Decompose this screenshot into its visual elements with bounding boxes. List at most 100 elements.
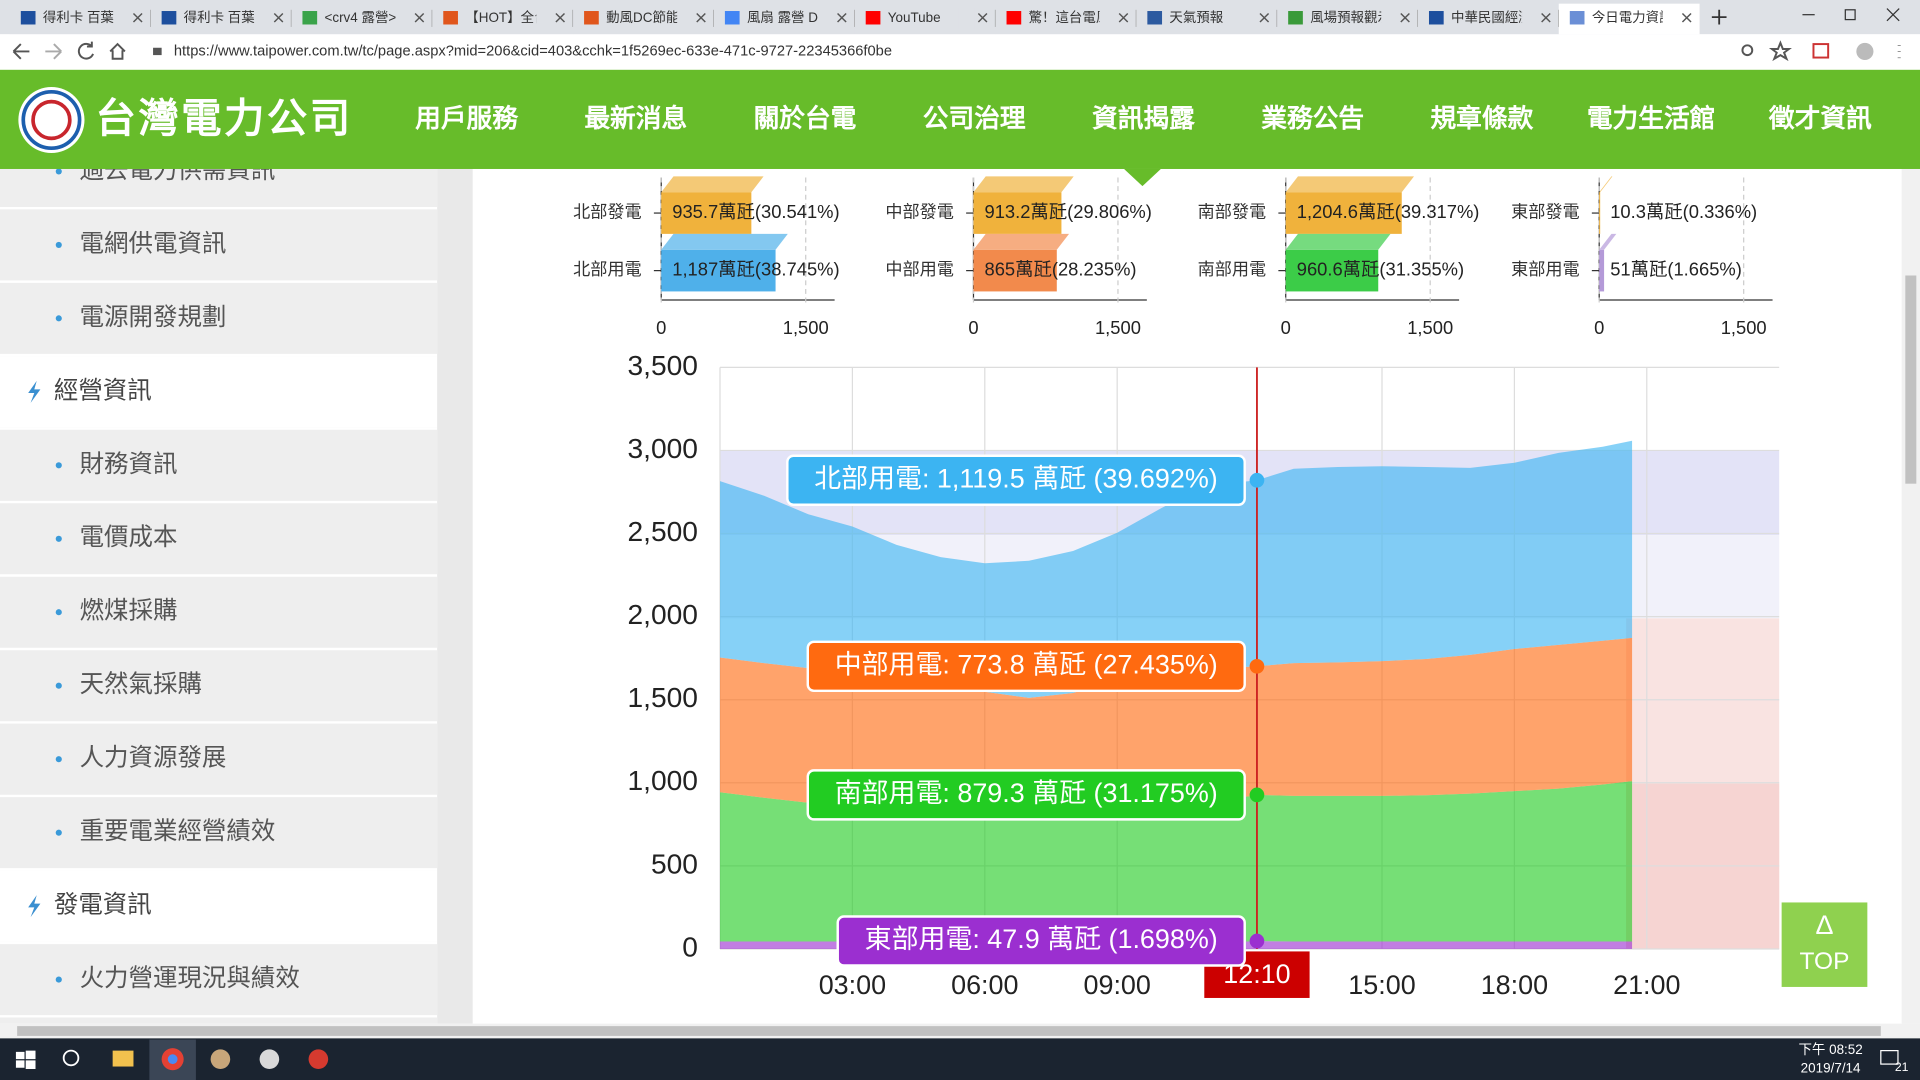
x-tick-label: 0 <box>968 317 978 338</box>
value-label: 1,204.6萬瓩(39.317%) <box>1297 201 1480 222</box>
toolbar-icons[interactable] <box>12 40 1901 62</box>
forward[interactable] <box>45 43 62 60</box>
sidebar-item[interactable]: 重要電業經營績效 <box>80 817 276 845</box>
tab-title: 得利卡 百葉窗 <box>184 9 268 25</box>
x-tick-label: 0 <box>656 317 666 338</box>
tab-close[interactable] <box>1259 12 1270 23</box>
tab-favicon <box>724 11 740 25</box>
nav-item[interactable]: 公司治理 <box>923 104 1026 133</box>
sidebar-item[interactable]: 電源開發規劃 <box>80 303 227 331</box>
tab-title-clip <box>817 7 834 30</box>
bullet <box>55 315 62 322</box>
explorer[interactable] <box>112 1050 134 1067</box>
nav-item[interactable]: 關於台電 <box>754 103 857 133</box>
nav-item[interactable]: 資訊揭露 <box>1092 103 1195 133</box>
tab-favicon <box>1569 11 1585 25</box>
tooltip: 東部用電: 47.9 萬瓩 (1.698%) <box>865 924 1218 954</box>
profile[interactable] <box>1856 42 1874 60</box>
nav-item[interactable]: 徵才資訊 <box>1768 103 1872 133</box>
tab-close[interactable] <box>977 12 988 23</box>
bar <box>973 192 1062 234</box>
tab-title: 今日電力資訊 <box>1592 10 1673 25</box>
top-button[interactable]: Δ TOP <box>1781 902 1868 987</box>
marker <box>1249 472 1265 488</box>
nav-item[interactable]: 用戶服務 <box>415 104 519 133</box>
tab-close[interactable] <box>1541 12 1551 23</box>
bolt-icon <box>28 895 41 918</box>
lock <box>153 47 162 56</box>
app[interactable] <box>210 1049 231 1069</box>
bullet <box>55 829 62 836</box>
tab-close[interactable] <box>1400 12 1410 23</box>
start[interactable] <box>15 1050 36 1069</box>
chrome[interactable] <box>167 1054 178 1065</box>
star[interactable] <box>1768 40 1792 62</box>
extension[interactable] <box>1812 43 1830 59</box>
x-tick-label: 03:00 <box>819 970 886 1000</box>
x-tick-label: 18:00 <box>1481 970 1548 1000</box>
nav-item[interactable]: 電力生活館 <box>1587 103 1716 133</box>
restore[interactable] <box>1844 9 1856 21</box>
tab-favicon <box>865 11 881 25</box>
tab-close[interactable] <box>1118 12 1129 23</box>
app[interactable] <box>308 1049 329 1069</box>
top-arrow[interactable]: Δ <box>1815 910 1833 940</box>
url[interactable]: https://www.taipower.com.tw/tc/page.aspx… <box>174 43 892 59</box>
category-label: 中部發電 <box>885 202 954 222</box>
sidebar-item[interactable]: 電價成本 <box>80 523 178 551</box>
tab-favicon <box>584 11 599 25</box>
bar <box>661 249 776 292</box>
nav-item[interactable]: 最新消息 <box>584 103 687 133</box>
tab-close[interactable] <box>273 12 284 23</box>
reload[interactable] <box>77 41 94 60</box>
charts: 0 1,500 北部發電 935.7萬瓩(30.541%) 北部用電 1,187萬瓩(38… <box>573 176 1780 1000</box>
tab-title-clip <box>1099 7 1116 30</box>
bar <box>661 192 752 234</box>
top-label[interactable]: TOP <box>1800 948 1850 975</box>
bar-top <box>661 233 788 250</box>
tab-close[interactable] <box>132 12 143 23</box>
close[interactable] <box>1886 8 1900 22</box>
bullet <box>55 756 62 763</box>
tab-close[interactable] <box>414 12 425 23</box>
sidebar-header[interactable]: 發電資訊 <box>54 891 152 919</box>
value-label: 935.7萬瓩(30.541%) <box>672 201 839 222</box>
category-label: 中部用電 <box>885 259 954 279</box>
marker <box>1249 933 1265 949</box>
app[interactable] <box>259 1049 280 1069</box>
sidebar-item[interactable]: 火力營運現況與績效 <box>80 964 300 992</box>
y-tick-label: 3,000 <box>627 433 697 464</box>
sidebar-item[interactable]: 燃煤採購 <box>80 597 178 625</box>
tooltip: 北部用電: 1,119.5 萬瓩 (39.692%) <box>814 463 1217 493</box>
top-button-bg[interactable] <box>1781 902 1868 987</box>
tab-close[interactable] <box>555 12 566 23</box>
logo-text: 台灣電力公司 <box>96 95 353 141</box>
tab-close[interactable] <box>696 12 706 23</box>
notification-icon[interactable] <box>1880 1050 1899 1065</box>
tab-close[interactable] <box>837 12 847 23</box>
tab-favicon <box>20 11 36 25</box>
nav-item[interactable]: 規章條款 <box>1430 103 1533 133</box>
tab-title-clip <box>1240 7 1257 30</box>
sidebar-header[interactable]: 經營資訊 <box>54 376 152 404</box>
logo-ring <box>21 90 82 151</box>
sidebar-header-bg <box>0 870 438 942</box>
clock-date: 2019/7/14 <box>1801 1061 1861 1076</box>
home[interactable] <box>109 42 126 60</box>
back[interactable] <box>12 43 30 60</box>
v-scroll-thumb[interactable] <box>1905 275 1917 484</box>
window-controls[interactable] <box>1802 8 1900 22</box>
category-label: 北部發電 <box>573 202 642 222</box>
new-tab[interactable] <box>1711 9 1727 25</box>
tab-title: 風扇 露營 DIY <box>747 10 831 25</box>
sidebar-item[interactable]: 人力資源發展 <box>80 744 227 772</box>
sidebar-item[interactable]: 財務資訊 <box>80 450 178 478</box>
x-tick-label: 1,500 <box>1407 317 1453 338</box>
sidebar-item[interactable]: 天然氣採購 <box>80 670 202 698</box>
zoom[interactable] <box>1741 44 1754 57</box>
h-scroll-thumb[interactable] <box>17 1026 1881 1036</box>
sidebar-item[interactable]: 電網供電資訊 <box>80 229 227 257</box>
search[interactable] <box>62 1049 80 1067</box>
nav-item[interactable]: 業務公告 <box>1261 104 1364 133</box>
tab-close[interactable] <box>1681 12 1692 23</box>
